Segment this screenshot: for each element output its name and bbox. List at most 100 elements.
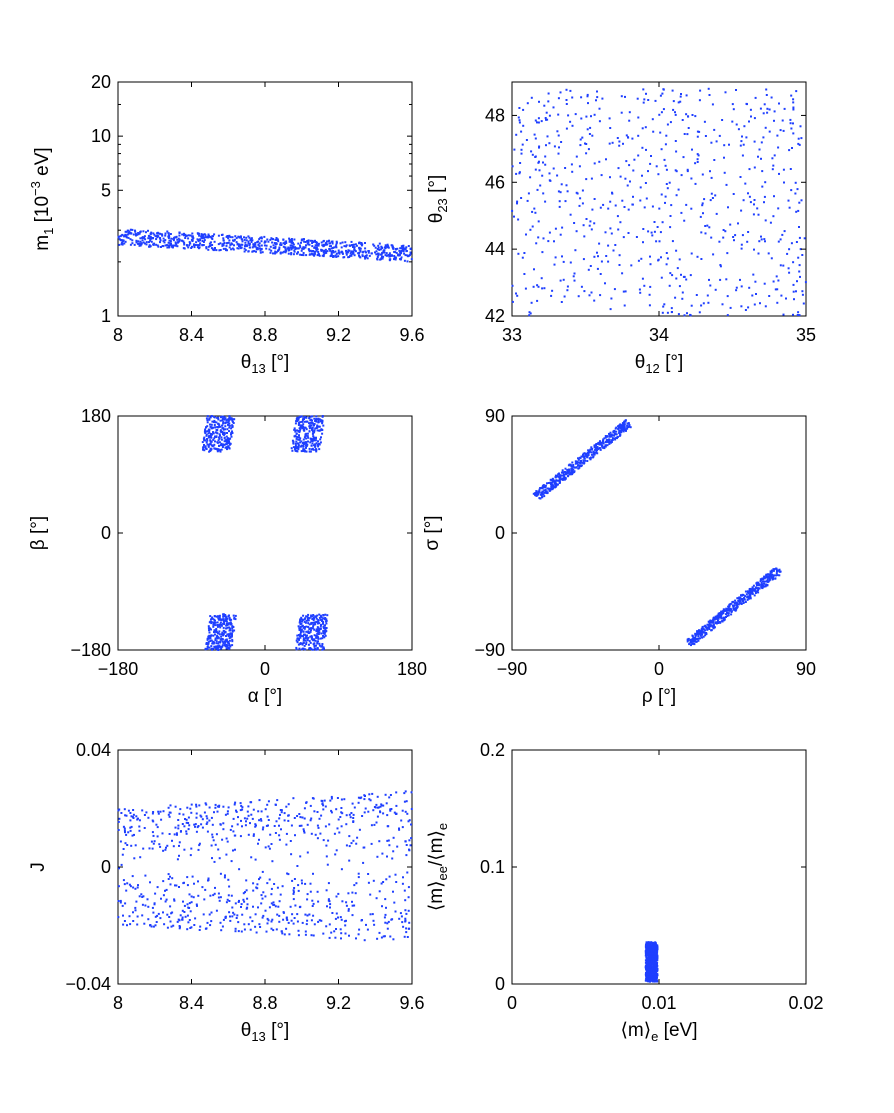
data-point (609, 441, 612, 444)
data-point (690, 638, 692, 641)
data-point (255, 931, 258, 934)
data-point (226, 624, 229, 627)
data-point (752, 584, 755, 587)
data-point (295, 437, 298, 440)
data-point (202, 446, 205, 448)
data-point (716, 616, 719, 619)
data-point (781, 233, 784, 236)
data-point (322, 630, 325, 633)
data-point (318, 448, 321, 451)
data-point (760, 581, 763, 584)
data-point (363, 798, 366, 801)
data-point (387, 920, 390, 923)
data-point (241, 243, 244, 246)
data-point (121, 243, 124, 246)
data-point (302, 450, 305, 452)
data-point (325, 844, 328, 847)
data-point (209, 423, 212, 426)
data-point (223, 242, 226, 244)
data-point (326, 863, 329, 866)
data-point (309, 819, 312, 822)
data-point (212, 421, 215, 424)
data-point (291, 449, 294, 452)
data-point (314, 420, 317, 422)
data-point (387, 839, 390, 842)
data-point (804, 281, 807, 284)
data-point (567, 471, 569, 474)
data-point (752, 213, 755, 216)
data-point (533, 133, 536, 136)
data-point (311, 415, 314, 418)
data-point (655, 973, 658, 975)
data-point (582, 459, 585, 462)
data-point (212, 621, 215, 624)
data-point (320, 814, 323, 817)
data-point (211, 648, 214, 651)
data-point (313, 923, 316, 926)
data-point (615, 430, 618, 433)
data-point (299, 424, 302, 427)
data-point (250, 856, 253, 859)
data-point (647, 99, 650, 101)
data-point (669, 226, 672, 229)
data-point (696, 130, 699, 133)
data-point (313, 253, 316, 256)
data-point (711, 621, 714, 624)
data-point (288, 247, 291, 250)
data-point (316, 424, 319, 427)
data-point (380, 803, 383, 806)
data-point (140, 242, 143, 245)
data-point (164, 900, 167, 903)
data-point (126, 924, 128, 927)
data-point (775, 574, 777, 577)
data-point (732, 605, 735, 607)
data-point (185, 818, 188, 821)
data-point (254, 825, 257, 828)
data-point (763, 103, 766, 106)
data-point (206, 637, 209, 640)
data-point (153, 233, 156, 236)
data-point (541, 490, 544, 493)
data-point (207, 879, 210, 882)
data-point (207, 236, 210, 239)
data-point (543, 485, 546, 488)
data-point (150, 925, 153, 928)
data-point (298, 429, 301, 432)
data-point (600, 174, 603, 177)
data-point (305, 619, 308, 622)
data-point (220, 431, 223, 433)
data-point (637, 134, 640, 137)
data-point (218, 249, 221, 252)
data-point (214, 615, 217, 618)
data-point (223, 876, 226, 879)
data-point (277, 249, 279, 252)
data-point (218, 804, 221, 807)
data-point (793, 298, 795, 301)
data-point (274, 905, 277, 908)
data-point (666, 311, 669, 314)
data-point (318, 629, 321, 632)
data-point (227, 423, 229, 426)
data-point (792, 122, 794, 125)
data-point (169, 804, 172, 807)
data-point (181, 233, 184, 236)
data-point (258, 819, 261, 822)
data-point (304, 420, 307, 423)
data-point (403, 259, 406, 262)
data-point (398, 828, 401, 831)
data-point (257, 243, 260, 246)
data-point (727, 606, 730, 609)
data-point (795, 290, 797, 293)
data-point (226, 898, 229, 901)
data-point (221, 446, 224, 448)
data-point (588, 294, 591, 297)
data-point (325, 622, 328, 625)
data-point (714, 194, 717, 197)
data-point (232, 849, 234, 852)
data-point (367, 881, 370, 884)
data-point (218, 857, 221, 860)
data-point (745, 136, 748, 139)
data-point (184, 233, 187, 236)
data-point (560, 183, 563, 186)
data-point (767, 576, 769, 579)
